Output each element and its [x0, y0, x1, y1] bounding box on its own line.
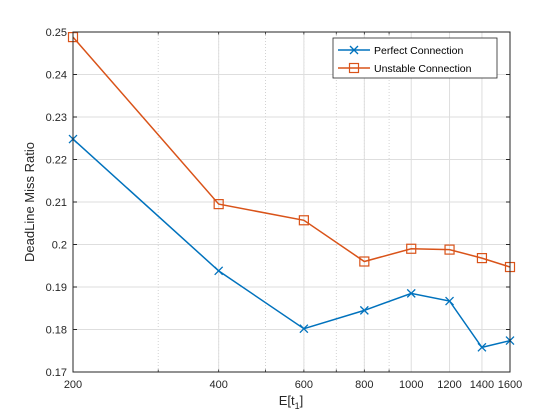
x-axis-tick-labels: 200 400 600 800 1000 1200 1400 1600	[64, 379, 522, 391]
data-point-unstable	[406, 243, 417, 254]
series-line-perfect	[72, 138, 511, 349]
y-tick-label: 0.24	[46, 70, 67, 82]
marker-stroke	[299, 324, 309, 334]
marker-stroke	[349, 45, 359, 55]
data-point-perfect	[214, 266, 224, 276]
y-tick-label: 0.17	[46, 367, 67, 379]
marker-stroke	[477, 342, 487, 352]
x-tick-label: 400	[209, 379, 227, 391]
data-point-perfect	[359, 305, 369, 315]
y-tick-label: 0.21	[46, 197, 67, 209]
y-tick-label: 0.19	[46, 282, 67, 294]
legend-label-perfect: Perfect Connection	[374, 45, 463, 57]
legend-marker-unstable	[348, 62, 360, 74]
x-tick-label: 200	[64, 379, 82, 391]
y-tick-label: 0.22	[46, 155, 67, 167]
data-point-unstable	[298, 215, 309, 226]
y-axis-tick-labels: 0.17 0.18 0.19 0.2 0.21 0.22 0.23 0.24 0.25	[46, 27, 67, 379]
data-point-perfect	[299, 324, 309, 334]
data-point-unstable	[444, 244, 455, 255]
y-tick-label: 0.25	[46, 27, 67, 39]
x-tick-label: 600	[295, 379, 313, 391]
data-point-unstable	[213, 199, 224, 210]
marker-stroke	[445, 296, 455, 306]
series-line-unstable	[72, 36, 511, 268]
axis-ticks	[73, 31, 510, 373]
y-tick-label: 0.18	[46, 325, 67, 337]
legend-label-unstable: Unstable Connection	[374, 63, 472, 75]
marker-stroke	[214, 266, 224, 276]
marker-stroke	[406, 288, 416, 298]
x-tick-label: 1200	[437, 379, 461, 391]
y-axis-title: DeadLine Miss Ratio	[22, 142, 37, 262]
legend-box	[332, 37, 498, 79]
data-point-perfect	[445, 296, 455, 306]
data-point-perfect	[406, 288, 416, 298]
x-tick-label: 1400	[470, 379, 494, 391]
y-tick-label: 0.23	[46, 112, 67, 124]
data-point-perfect	[477, 342, 487, 352]
data-point-unstable	[359, 256, 370, 267]
x-axis-title: E[t1]	[279, 393, 304, 411]
x-tick-label: 1600	[498, 379, 522, 391]
plot-area	[67, 31, 516, 373]
legend-marker-perfect	[349, 45, 359, 55]
y-tick-label: 0.2	[52, 240, 67, 252]
data-point-unstable	[476, 253, 488, 264]
x-tick-label: 800	[355, 379, 373, 391]
legend: Perfect Connection Unstable Connection	[332, 37, 498, 79]
x-tick-label: 1000	[399, 379, 423, 391]
marker-stroke	[359, 305, 369, 315]
